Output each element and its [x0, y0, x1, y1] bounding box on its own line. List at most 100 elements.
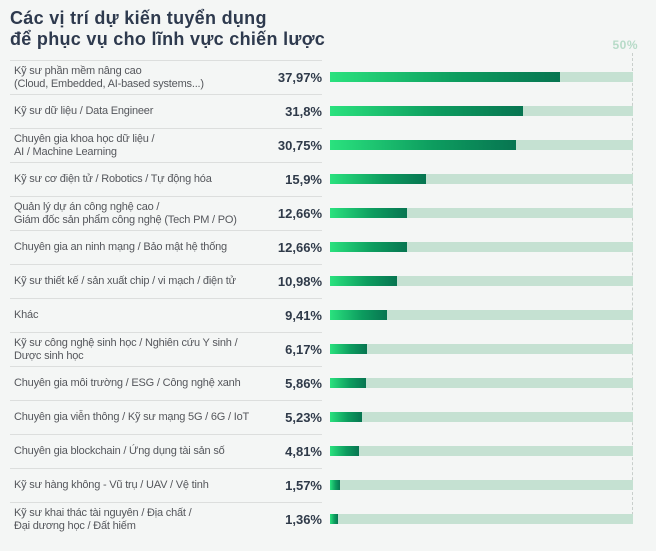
bar-fill [330, 208, 407, 218]
row-label-cell: Quản lý dự án công nghệ cao / Giám đốc s… [10, 196, 322, 230]
category-label: Chuyên gia viễn thông / Kỹ sư mạng 5G / … [14, 411, 249, 423]
bar-fill [330, 174, 427, 184]
chart-row: Chuyên gia khoa học dữ liệu / AI / Machi… [10, 128, 656, 162]
row-bar-cell [322, 264, 656, 298]
category-label: Kỹ sư thiết kế / sản xuất chip / vi mạch… [14, 275, 236, 287]
bar-fill [330, 514, 339, 524]
bar-fill [330, 480, 340, 490]
chart-row: Kỹ sư cơ điện tử / Robotics / Tự động hó… [10, 162, 656, 196]
category-label: Chuyên gia môi trường / ESG / Công nghệ … [14, 377, 241, 389]
chart-row: Khác 9,41% [10, 298, 656, 332]
bar-track [330, 310, 633, 320]
chart-row: Kỹ sư khai thác tài nguyên / Địa chất / … [10, 502, 656, 536]
value-label: 30,75% [277, 138, 322, 153]
chart-row: Chuyên gia môi trường / ESG / Công nghệ … [10, 366, 656, 400]
page-title: Các vị trí dự kiến tuyển dụng để phục vụ… [10, 8, 326, 49]
bar-track [330, 242, 633, 252]
category-label: Chuyên gia an ninh mạng / Bảo mật hệ thố… [14, 241, 227, 253]
bar-track [330, 276, 633, 286]
bar-track [330, 412, 633, 422]
category-label: Kỹ sư cơ điện tử / Robotics / Tự động hó… [14, 173, 212, 185]
category-label: Kỹ sư dữ liệu / Data Engineer [14, 105, 154, 117]
chart-row: Chuyên gia an ninh mạng / Bảo mật hệ thố… [10, 230, 656, 264]
category-label: Kỹ sư công nghệ sinh học / Nghiên cứu Y … [14, 336, 238, 362]
bar-fill [330, 412, 362, 422]
row-label-cell: Kỹ sư phần mềm nâng cao (Cloud, Embedded… [10, 60, 322, 94]
row-bar-cell [322, 196, 656, 230]
chart-row: Chuyên gia blockchain / Ứng dụng tài sản… [10, 434, 656, 468]
chart-row: Kỹ sư dữ liệu / Data Engineer 31,8% [10, 94, 656, 128]
infographic-page: Các vị trí dự kiến tuyển dụng để phục vụ… [10, 8, 656, 536]
axis-max-label: 50% [612, 38, 638, 52]
chart-row: Kỹ sư phần mềm nâng cao (Cloud, Embedded… [10, 60, 656, 94]
bar-fill [330, 72, 561, 82]
bar-track [330, 208, 633, 218]
value-label: 12,66% [277, 206, 322, 221]
row-label-cell: Kỹ sư khai thác tài nguyên / Địa chất / … [10, 502, 322, 536]
row-label-cell: Chuyên gia blockchain / Ứng dụng tài sản… [10, 434, 322, 468]
value-label: 5,86% [285, 376, 322, 391]
bar-chart: Kỹ sư phần mềm nâng cao (Cloud, Embedded… [10, 53, 656, 536]
chart-row: Chuyên gia viễn thông / Kỹ sư mạng 5G / … [10, 400, 656, 434]
bar-track [330, 480, 633, 490]
chart-row: Kỹ sư công nghệ sinh học / Nghiên cứu Y … [10, 332, 656, 366]
category-label: Chuyên gia blockchain / Ứng dụng tài sản… [14, 445, 225, 457]
value-label: 6,17% [285, 342, 322, 357]
row-bar-cell [322, 60, 656, 94]
bar-fill [330, 242, 407, 252]
row-bar-cell [322, 434, 656, 468]
row-label-cell: Chuyên gia an ninh mạng / Bảo mật hệ thố… [10, 230, 322, 264]
bar-fill [330, 140, 517, 150]
row-label-cell: Kỹ sư hàng không - Vũ trụ / UAV / Vệ tin… [10, 468, 322, 502]
bar-fill [330, 344, 368, 354]
category-label: Kỹ sư khai thác tài nguyên / Địa chất / … [14, 506, 192, 532]
value-label: 1,36% [285, 512, 322, 527]
category-label: Kỹ sư hàng không - Vũ trụ / UAV / Vệ tin… [14, 479, 209, 491]
chart-header: Các vị trí dự kiến tuyển dụng để phục vụ… [10, 8, 656, 52]
value-label: 4,81% [285, 444, 322, 459]
chart-rows: Kỹ sư phần mềm nâng cao (Cloud, Embedded… [10, 60, 656, 536]
bar-fill [330, 310, 388, 320]
row-bar-cell [322, 298, 656, 332]
row-label-cell: Chuyên gia môi trường / ESG / Công nghệ … [10, 366, 322, 400]
value-label: 9,41% [285, 308, 322, 323]
row-bar-cell [322, 400, 656, 434]
value-label: 1,57% [285, 478, 322, 493]
row-bar-cell [322, 230, 656, 264]
row-label-cell: Kỹ sư cơ điện tử / Robotics / Tự động hó… [10, 162, 322, 196]
bar-track [330, 514, 633, 524]
chart-row: Kỹ sư thiết kế / sản xuất chip / vi mạch… [10, 264, 656, 298]
row-bar-cell [322, 468, 656, 502]
bar-track [330, 72, 633, 82]
value-label: 5,23% [285, 410, 322, 425]
row-label-cell: Khác 9,41% [10, 298, 322, 332]
row-bar-cell [322, 162, 656, 196]
chart-row: Quản lý dự án công nghệ cao / Giám đốc s… [10, 196, 656, 230]
bar-track [330, 378, 633, 388]
row-bar-cell [322, 128, 656, 162]
value-label: 15,9% [285, 172, 322, 187]
bar-fill [330, 446, 360, 456]
row-label-cell: Kỹ sư công nghệ sinh học / Nghiên cứu Y … [10, 332, 322, 366]
row-label-cell: Kỹ sư dữ liệu / Data Engineer 31,8% [10, 94, 322, 128]
value-label: 37,97% [277, 70, 322, 85]
bar-fill [330, 276, 397, 286]
bar-track [330, 344, 633, 354]
chart-row: Kỹ sư hàng không - Vũ trụ / UAV / Vệ tin… [10, 468, 656, 502]
value-label: 10,98% [277, 274, 322, 289]
value-label: 12,66% [277, 240, 322, 255]
row-bar-cell [322, 366, 656, 400]
row-label-cell: Chuyên gia khoa học dữ liệu / AI / Machi… [10, 128, 322, 162]
row-bar-cell [322, 502, 656, 536]
category-label: Khác [14, 309, 39, 321]
category-label: Chuyên gia khoa học dữ liệu / AI / Machi… [14, 132, 155, 158]
bar-track [330, 106, 633, 116]
bar-fill [330, 106, 523, 116]
row-bar-cell [322, 332, 656, 366]
bar-track [330, 174, 633, 184]
bar-track [330, 140, 633, 150]
row-bar-cell [322, 94, 656, 128]
category-label: Quản lý dự án công nghệ cao / Giám đốc s… [14, 200, 237, 226]
category-label: Kỹ sư phần mềm nâng cao (Cloud, Embedded… [14, 64, 204, 90]
bar-fill [330, 378, 366, 388]
